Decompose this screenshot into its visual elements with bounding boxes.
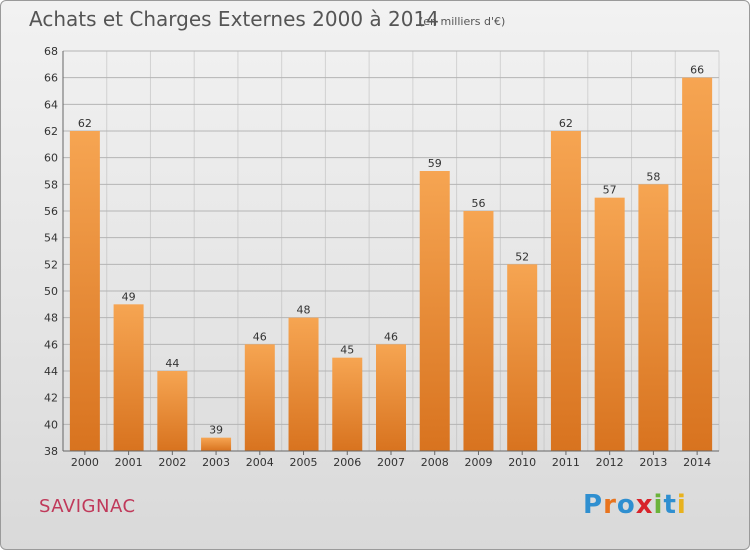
- x-tick-label: 2001: [115, 456, 143, 469]
- logo-letter: o: [616, 490, 636, 520]
- bar-value-label: 58: [646, 170, 660, 183]
- bar-value-label: 62: [559, 117, 573, 130]
- y-tick-label: 42: [44, 392, 58, 405]
- bar-value-label: 52: [515, 250, 529, 263]
- bar-value-label: 39: [209, 424, 223, 437]
- logo-letter: r: [603, 490, 617, 520]
- y-tick-label: 56: [44, 205, 58, 218]
- y-tick-label: 62: [44, 125, 58, 138]
- bar: [638, 184, 669, 452]
- bar: [682, 77, 713, 452]
- bar: [332, 357, 363, 451]
- bar: [594, 197, 625, 451]
- x-tick-label: 2002: [158, 456, 186, 469]
- y-tick-label: 64: [44, 98, 58, 111]
- chart-subtitle: (en milliers d'€): [419, 15, 506, 28]
- bar: [113, 304, 144, 451]
- y-tick-label: 66: [44, 72, 58, 85]
- bar-value-label: 57: [603, 184, 617, 197]
- y-tick-label: 52: [44, 258, 58, 271]
- bar-value-label: 49: [122, 290, 136, 303]
- bar: [244, 344, 275, 451]
- logo-letter: i: [653, 490, 664, 520]
- y-tick-label: 46: [44, 338, 58, 351]
- y-tick-label: 58: [44, 178, 58, 191]
- x-tick-label: 2007: [377, 456, 405, 469]
- bar: [419, 171, 450, 451]
- bar-value-label: 48: [297, 304, 311, 317]
- bar: [376, 344, 406, 451]
- bar-value-label: 66: [690, 64, 704, 77]
- x-tick-label: 2004: [246, 456, 274, 469]
- y-tick-label: 48: [44, 312, 58, 325]
- bar: [550, 131, 581, 451]
- x-tick-label: 2010: [508, 456, 536, 469]
- bar-value-label: 44: [165, 357, 179, 370]
- logo-letter: P: [583, 490, 604, 520]
- chart-title: Achats et Charges Externes 2000 à 2014: [29, 7, 439, 31]
- axes: 38 40 42 44 46 48 50 52 54 56 58 60 62 64 66 68 2000 2001…: [44, 45, 719, 469]
- bar: [201, 437, 232, 451]
- bar-value-label: 62: [78, 117, 92, 130]
- x-tick-label: 2006: [333, 456, 361, 469]
- y-tick-label: 50: [44, 285, 58, 298]
- y-tick-label: 38: [44, 445, 58, 458]
- x-tick-label: 2000: [71, 456, 99, 469]
- x-tick-label: 2011: [552, 456, 580, 469]
- logo-letter: x: [635, 490, 654, 520]
- x-tick-label: 2009: [464, 456, 492, 469]
- y-tick-label: 44: [44, 365, 58, 378]
- bar: [463, 211, 494, 451]
- logo-letter: i: [676, 490, 687, 520]
- bar: [288, 317, 319, 451]
- bars: 62 49 44 39 46 48 45 46 59 56 52 62 57 58 66: [69, 64, 713, 452]
- bar-value-label: 56: [471, 197, 485, 210]
- bar: [69, 131, 100, 451]
- bar: [507, 264, 538, 451]
- x-tick-label: 2013: [639, 456, 667, 469]
- proxiti-logo: Proxiti: [583, 490, 687, 520]
- y-tick-label: 54: [44, 232, 58, 245]
- y-tick-label: 68: [44, 45, 58, 58]
- bar-value-label: 45: [340, 344, 354, 357]
- x-tick-label: 2012: [596, 456, 624, 469]
- x-tick-label: 2005: [290, 456, 318, 469]
- x-tick-label: 2014: [683, 456, 711, 469]
- bar-value-label: 46: [384, 330, 398, 343]
- x-tick-label: 2008: [421, 456, 449, 469]
- bar: [157, 371, 188, 451]
- commune-name: SAVIGNAC: [39, 496, 136, 517]
- y-tick-label: 40: [44, 418, 58, 431]
- x-tick-label: 2003: [202, 456, 230, 469]
- logo-letter: t: [663, 490, 677, 520]
- bar-value-label: 46: [253, 330, 267, 343]
- y-tick-label: 60: [44, 152, 58, 165]
- bar-value-label: 59: [428, 157, 442, 170]
